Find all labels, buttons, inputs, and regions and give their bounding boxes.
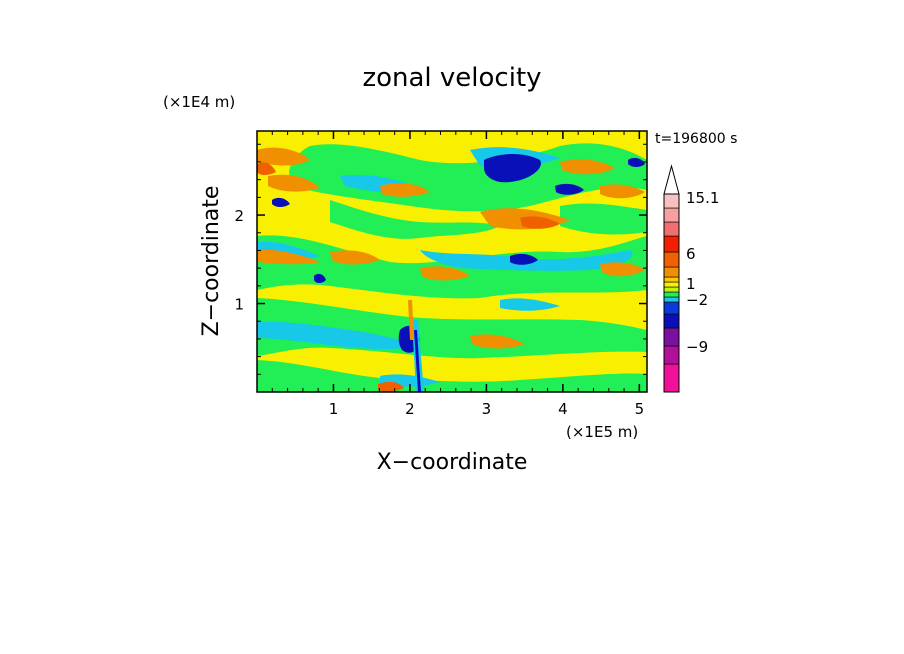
colorbar-band [663, 251, 680, 268]
colorbar-band [663, 207, 680, 223]
colorbar-labels: 15.1 6 1−2 −9 [686, 189, 719, 356]
colorbar-label: −9 [686, 338, 708, 356]
colorbar-frame [663, 193, 680, 393]
y-unit-label: (×1E4 m) [163, 93, 235, 111]
y-tick-label: 1 [234, 296, 244, 314]
colorbar-band [663, 363, 680, 393]
y-axis: 12 [234, 143, 647, 375]
colorbar-band [663, 235, 680, 253]
x-tick-label: 4 [558, 400, 568, 418]
colorbar-band [663, 291, 680, 298]
colorbar-label: 1 [686, 275, 696, 293]
chart-title: zonal velocity [362, 63, 541, 93]
colorbar-band [663, 281, 680, 288]
plot-frame [256, 130, 648, 393]
contour-shapes [257, 143, 647, 392]
x-tick-label: 1 [329, 400, 339, 418]
x-unit-label: (×1E5 m) [566, 423, 638, 441]
colorbar-band [663, 296, 680, 303]
x-tick-label: 5 [635, 400, 645, 418]
y-axis-label: Z−coordinate [199, 186, 224, 337]
colorbar-band [663, 345, 680, 365]
y-tick-label: 2 [234, 207, 244, 225]
colorbar-band [663, 276, 680, 283]
colorbar-band [663, 301, 680, 315]
colorbar-label: 6 [686, 245, 696, 263]
colorbar-band [663, 193, 680, 209]
x-axis: 1 2 3 4 5 [271, 131, 645, 418]
colorbar-band [663, 221, 680, 237]
colorbar-extend-arrow [663, 164, 680, 195]
colorbar-band [663, 313, 680, 329]
colorbar-band [663, 286, 680, 293]
x-tick-label: 3 [482, 400, 492, 418]
colorbar-label: 15.1 [686, 189, 719, 207]
colorbar-label: −2 [686, 291, 708, 309]
colorbar [663, 164, 680, 393]
colorbar-band [663, 327, 680, 347]
x-tick-label: 2 [405, 400, 415, 418]
contour-field [257, 131, 647, 392]
colorbar-band [663, 266, 680, 278]
x-axis-label: X−coordinate [377, 450, 528, 475]
time-label: t=196800 s [655, 131, 737, 147]
